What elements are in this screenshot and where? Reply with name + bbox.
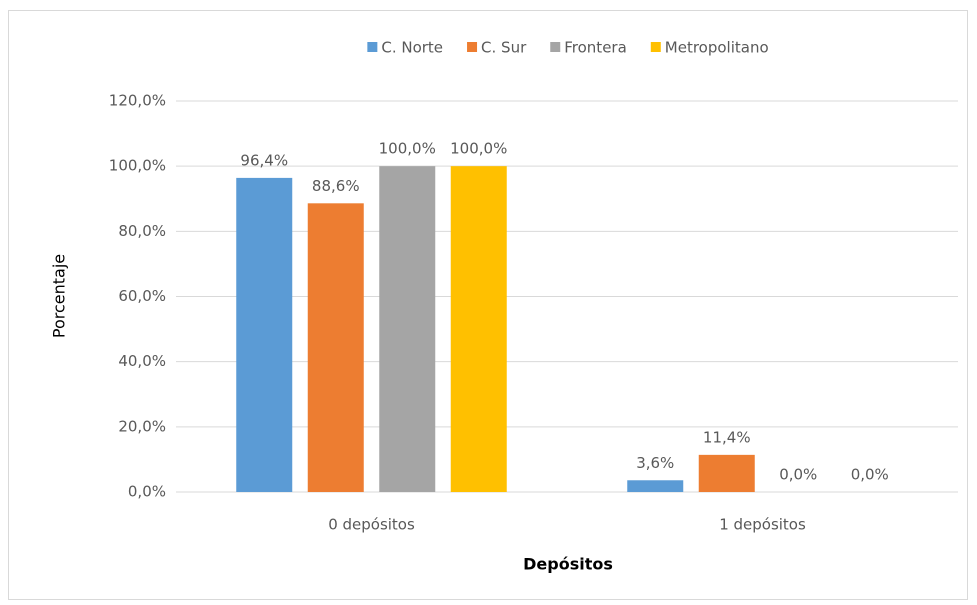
- bar: [698, 454, 755, 492]
- data-label: 0,0%: [851, 466, 889, 484]
- y-tick-label: 60,0%: [118, 287, 166, 305]
- bar: [627, 480, 684, 492]
- legend-label: Metropolitano: [665, 39, 769, 57]
- data-label: 3,6%: [636, 454, 674, 472]
- x-axis-title: Depósitos: [523, 555, 613, 574]
- legend-swatch: [650, 42, 661, 52]
- x-tick-label: 1 depósitos: [719, 516, 806, 534]
- bar: [307, 203, 364, 493]
- data-label: 96,4%: [240, 151, 288, 169]
- y-tick-label: 40,0%: [118, 352, 166, 370]
- legend-swatch: [467, 42, 478, 52]
- legend-label: C. Norte: [381, 39, 443, 57]
- bar: [450, 166, 507, 492]
- data-label: 0,0%: [779, 466, 817, 484]
- legend-label: Frontera: [564, 39, 627, 57]
- legend-swatch: [367, 42, 378, 52]
- data-label: 100,0%: [450, 140, 507, 158]
- legend-swatch: [550, 42, 561, 52]
- x-tick-label: 0 depósitos: [328, 516, 415, 534]
- y-axis-title: Porcentaje: [50, 254, 69, 338]
- data-label: 88,6%: [312, 177, 360, 195]
- y-tick-label: 120,0%: [109, 92, 166, 110]
- legend-label: C. Sur: [481, 39, 527, 57]
- data-label: 11,4%: [703, 428, 751, 446]
- y-tick-label: 20,0%: [118, 417, 166, 435]
- y-tick-label: 80,0%: [118, 222, 166, 240]
- bar: [379, 166, 436, 492]
- y-tick-label: 100,0%: [109, 157, 166, 175]
- data-label: 100,0%: [379, 140, 436, 158]
- bar: [236, 177, 293, 492]
- y-tick-label: 0,0%: [128, 483, 166, 501]
